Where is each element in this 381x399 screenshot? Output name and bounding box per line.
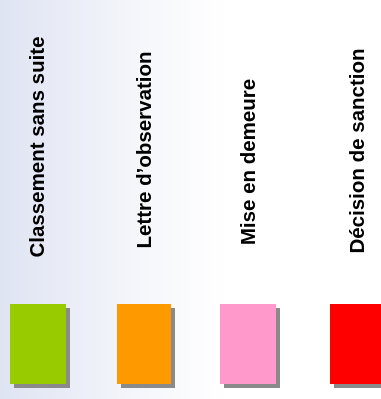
legend-label: Mise en demeure [236, 78, 260, 246]
legend-label: Lettre d’observation [132, 51, 156, 249]
color-swatch-pink [220, 304, 276, 384]
color-swatch-red [330, 304, 381, 384]
color-swatch-green [10, 304, 66, 384]
legend-label: Classement sans suite [25, 36, 49, 258]
legend-item-decision-de-sanction: Décision de sanction [323, 0, 381, 399]
legend-label: Décision de sanction [345, 48, 369, 254]
color-swatch-orange [117, 304, 171, 384]
legend-item-classement-sans-suite: Classement sans suite [3, 0, 73, 399]
legend-item-lettre-observation: Lettre d’observation [110, 0, 180, 399]
legend-item-mise-en-demeure: Mise en demeure [214, 0, 284, 399]
